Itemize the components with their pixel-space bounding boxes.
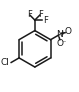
Text: F: F [43,16,48,25]
Text: F: F [27,10,32,19]
Text: N: N [56,30,62,39]
Text: ⁻: ⁻ [61,39,65,48]
Text: O: O [64,27,71,36]
Text: +: + [59,30,65,36]
Text: O: O [56,39,63,48]
Text: F: F [38,10,43,19]
Text: Cl: Cl [1,58,10,67]
